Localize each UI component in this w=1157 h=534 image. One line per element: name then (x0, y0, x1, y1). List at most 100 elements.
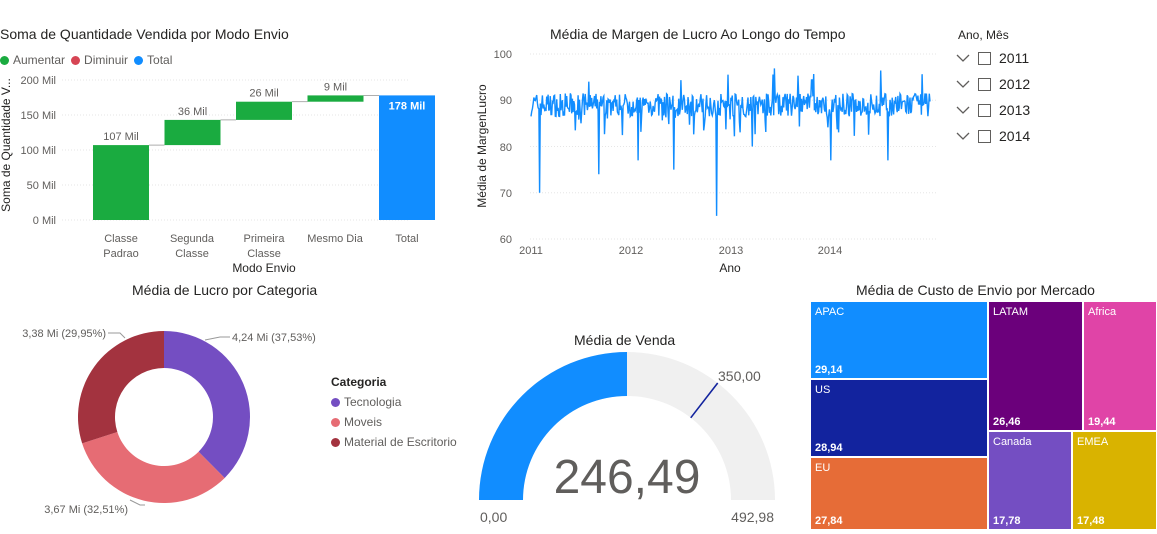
checkbox[interactable] (978, 103, 991, 117)
treemap-cell-eu[interactable]: EU 27,84 (810, 457, 988, 530)
legend-item-total[interactable]: Total (134, 53, 172, 67)
legend-label: Material de Escritorio (344, 435, 457, 449)
gauge-target-label: 350,00 (718, 368, 761, 384)
waterfall-bars: 107 Mil 36 Mil 26 Mil 9 Mil 178 Mil (93, 81, 435, 220)
donut-legend-title: Categoria (331, 375, 387, 389)
bar-data-label: 26 Mil (249, 88, 278, 100)
treemap-cell-africa[interactable]: Africa 19,44 (1083, 301, 1157, 431)
waterfall-bar[interactable] (93, 145, 149, 220)
legend-label: Aumentar (13, 53, 66, 67)
x-tick: 2012 (619, 245, 643, 257)
cell-label: LATAM (993, 306, 1029, 318)
slice-label-moveis: 3,67 Mi (32,51%) (44, 504, 128, 516)
margin-line-series[interactable] (530, 68, 931, 216)
gauge-fill[interactable] (479, 352, 627, 500)
chevron-down-icon[interactable] (956, 131, 970, 141)
y-tick: 150 Mil (21, 110, 56, 122)
donut-slice[interactable] (82, 432, 225, 503)
y-tick: 90 (500, 95, 512, 107)
leader-line (129, 499, 145, 506)
treemap-cell-us[interactable]: US 28,94 (810, 379, 988, 457)
chevron-down-icon[interactable] (956, 105, 970, 115)
bar-data-label: 107 Mil (103, 131, 138, 143)
legend-label: Diminuir (84, 53, 129, 67)
y-tick: 100 Mil (21, 145, 56, 157)
donut-title: Média de Lucro por Categoria (132, 282, 318, 298)
line-x-title: Ano (719, 261, 741, 275)
slicer-label: 2013 (999, 102, 1031, 118)
checkbox[interactable] (978, 77, 991, 91)
checkbox[interactable] (978, 129, 991, 143)
legend-dot (134, 55, 144, 65)
y-tick: 0 Mil (33, 215, 56, 227)
legend-item-material[interactable]: Material de Escritorio (331, 435, 457, 449)
legend-label: Tecnologia (344, 395, 402, 409)
gauge-min-label: 0,00 (480, 509, 507, 525)
treemap-cell-emea[interactable]: EMEA 17,48 (1072, 431, 1157, 530)
cell-value: 17,78 (993, 515, 1021, 527)
x-tick: 2011 (519, 245, 543, 257)
legend-item-aumentar[interactable]: Aumentar (0, 53, 65, 67)
treemap-cell-apac[interactable]: APAC 29,14 (810, 301, 988, 379)
slicer-title: Ano, Mês (958, 28, 1009, 42)
x-tick: 2013 (719, 245, 743, 257)
line-y-title: Média de MargenLucro (475, 84, 489, 208)
x-tick: Classe (247, 248, 281, 260)
x-tick: Segunda (170, 233, 215, 245)
chevron-down-icon[interactable] (956, 53, 970, 63)
waterfall-bar[interactable] (164, 119, 221, 146)
slicer-item-2013[interactable]: 2013 (956, 97, 1030, 123)
gauge-max-label: 492,98 (731, 509, 774, 525)
waterfall-chart: Soma de Quantidade V... 200 Mil 150 Mil … (0, 75, 435, 275)
y-tick: 200 Mil (21, 75, 56, 87)
waterfall-bar[interactable] (307, 95, 364, 102)
bar-data-label: 9 Mil (324, 81, 347, 93)
legend-dot (331, 417, 340, 427)
treemap-title: Média de Custo de Envio por Mercado (856, 282, 1095, 298)
checkbox[interactable] (978, 51, 991, 65)
waterfall-bar[interactable] (236, 101, 292, 120)
cell-label: Canada (993, 436, 1032, 448)
cell-value: 29,14 (815, 364, 843, 376)
slicer-item-2014[interactable]: 2014 (956, 123, 1030, 149)
waterfall-y-title: Soma de Quantidade V... (0, 78, 13, 212)
cell-label: APAC (815, 306, 845, 318)
waterfall-bar[interactable] (379, 95, 435, 220)
gauge-value: 246,49 (554, 451, 701, 504)
y-tick: 60 (500, 234, 512, 246)
legend-dot (0, 55, 9, 65)
legend-item-moveis[interactable]: Moveis (331, 415, 457, 429)
donut-slice[interactable] (78, 331, 164, 444)
legend-item-diminuir[interactable]: Diminuir (71, 53, 128, 67)
x-tick: 2014 (818, 245, 842, 257)
x-tick: Padrao (103, 248, 138, 260)
donut-chart: 4,24 Mi (37,53%) 3,67 Mi (32,51%) 3,38 M… (22, 328, 316, 516)
x-tick: Classe (104, 233, 138, 245)
treemap-chart: APAC 29,14 US 28,94 EU 27,84 LATAM 26,46… (810, 301, 1157, 530)
waterfall-x-title: Modo Envio (232, 261, 296, 275)
x-tick: Mesmo Dia (307, 233, 364, 245)
x-tick: Classe (175, 248, 209, 260)
legend-dot (71, 55, 81, 65)
waterfall-legend: Aumentar Diminuir Total (0, 53, 172, 67)
slicer-label: 2012 (999, 76, 1031, 92)
waterfall-title: Soma de Quantidade Vendida por Modo Envi… (0, 26, 289, 42)
waterfall-x-labels: Classe Padrao Segunda Classe Primeira Cl… (103, 233, 418, 260)
slicer-item-2011[interactable]: 2011 (956, 45, 1030, 71)
slice-label-material: 3,38 Mi (29,95%) (22, 328, 106, 340)
leader-line (204, 336, 230, 341)
treemap-cell-latam[interactable]: LATAM 26,46 (988, 301, 1083, 431)
x-tick: Total (395, 233, 418, 245)
slicer-item-2012[interactable]: 2012 (956, 71, 1030, 97)
cell-value: 28,94 (815, 442, 843, 454)
chevron-down-icon[interactable] (956, 79, 970, 89)
donut-slice[interactable] (164, 331, 250, 478)
donut-slices (78, 331, 250, 503)
bar-data-label: 36 Mil (178, 106, 207, 118)
slicer-label: 2011 (999, 50, 1030, 66)
legend-item-tecnologia[interactable]: Tecnologia (331, 395, 457, 409)
cell-value: 27,84 (815, 515, 843, 527)
legend-dot (331, 437, 340, 447)
cell-value: 26,46 (993, 416, 1021, 428)
treemap-cell-canada[interactable]: Canada 17,78 (988, 431, 1072, 530)
